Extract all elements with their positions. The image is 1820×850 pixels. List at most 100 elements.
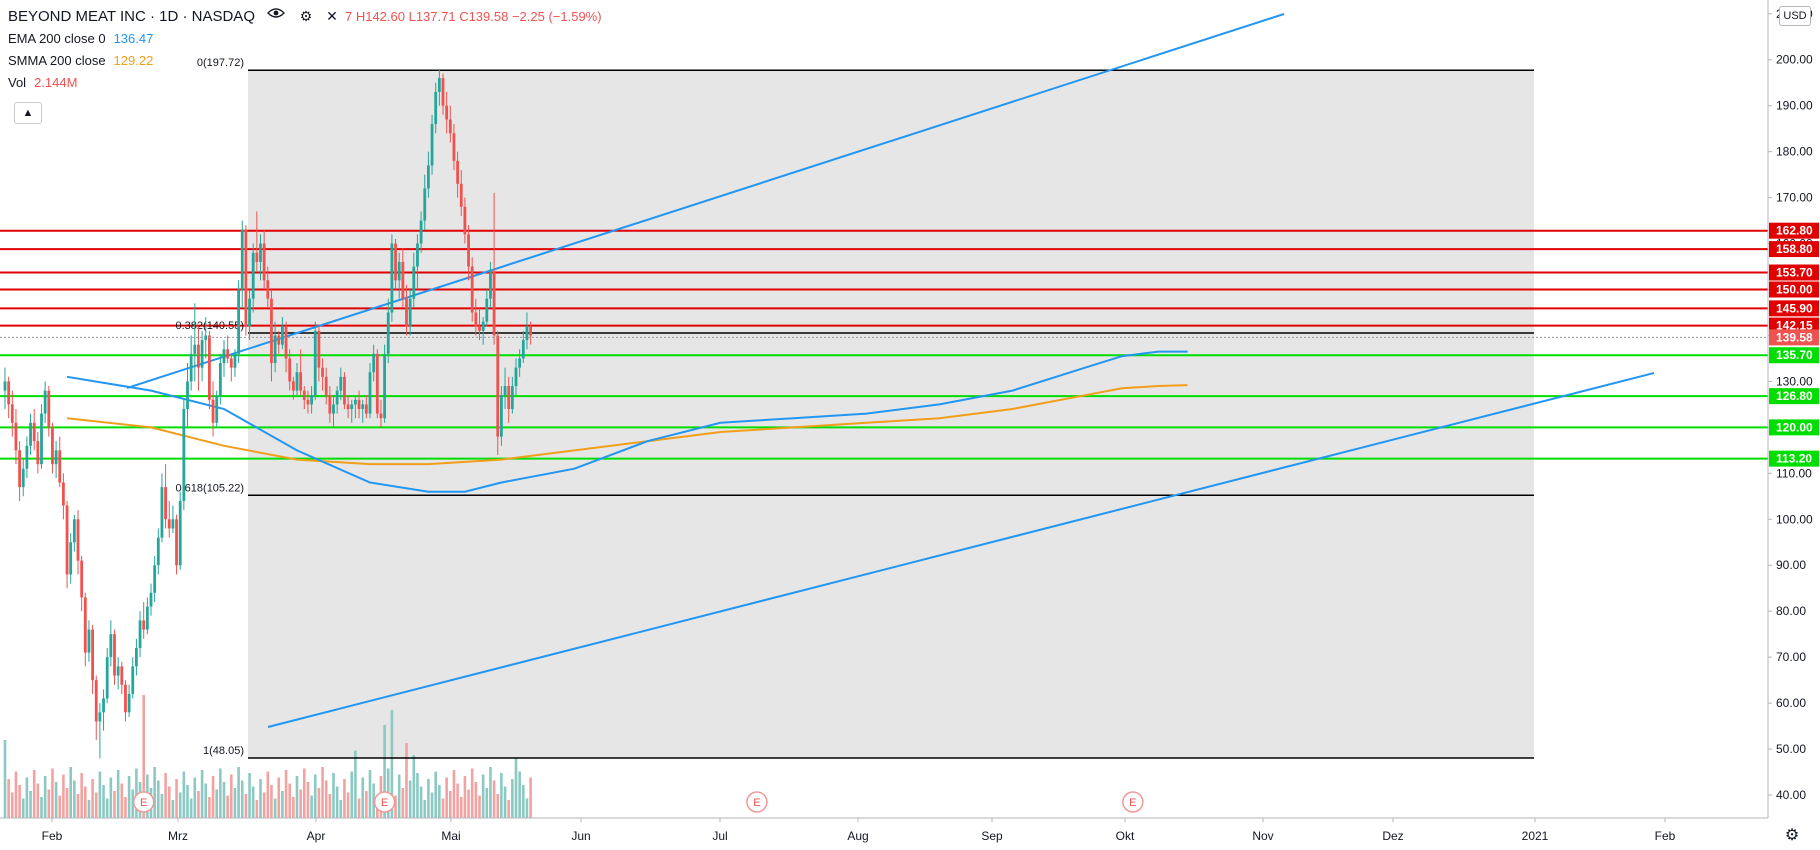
volume-bar [459, 797, 463, 818]
volume-bar [32, 770, 36, 818]
eye-icon[interactable] [265, 7, 287, 25]
candle-body [427, 165, 430, 189]
earnings-marker [1122, 791, 1144, 813]
price-tick-label: 110.00 [1776, 466, 1812, 480]
smma-label[interactable]: SMMA 200 close [8, 53, 106, 68]
candle-body [521, 340, 525, 359]
volume-bar [317, 788, 321, 818]
time-tick-label: Dez [1382, 829, 1403, 843]
time-axis [0, 818, 1820, 850]
candle-body [142, 620, 146, 630]
ohlc-values: 7 H142.60 L137.71 C139.58 −2.25 (−1.59%) [344, 8, 602, 24]
price-tick-label: 60.00 [1776, 696, 1806, 710]
volume-bar [65, 788, 69, 818]
resistance-badge-text: 162.80 [1776, 224, 1813, 238]
symbol-title[interactable]: BEYOND MEAT INC · 1D · NASDAQ [8, 7, 255, 25]
ema-label[interactable]: EMA 200 close 0 [8, 31, 106, 46]
candle-body [3, 381, 7, 391]
resistance-badge [1769, 300, 1819, 317]
candle-body [36, 441, 40, 465]
volume-bar [310, 795, 313, 818]
candle-body [156, 537, 160, 566]
candle-body [332, 404, 335, 414]
volume-bar [233, 788, 237, 818]
price-tick-label: 130.00 [1776, 374, 1813, 388]
candle-body [233, 353, 237, 368]
settings-gear-icon[interactable]: ⚙ [1784, 827, 1800, 844]
candle-body [445, 105, 449, 120]
volume-bar [62, 774, 65, 818]
volume-bar [394, 795, 397, 818]
candle-body [18, 450, 21, 488]
candle-body [10, 404, 14, 423]
last-price-badge [1769, 329, 1819, 346]
vol-label[interactable]: Vol [8, 75, 27, 90]
candle-body [350, 404, 354, 409]
candle-body [211, 399, 215, 423]
candle-body [514, 367, 518, 387]
candle-body [266, 280, 270, 299]
volume-bar [419, 786, 423, 818]
volume-bar [372, 783, 375, 818]
candle-body [503, 386, 507, 396]
candle-body [500, 395, 503, 437]
volume-bar [11, 792, 14, 818]
candle-body [25, 445, 29, 469]
candle-body [456, 160, 459, 184]
candle-body [153, 565, 157, 593]
candle-body [496, 335, 500, 437]
candle-body [175, 519, 178, 566]
time-tick-label: Nov [1252, 829, 1273, 843]
volume-bar [178, 792, 182, 818]
volume-bar [84, 786, 87, 818]
earnings-marker [746, 791, 768, 813]
volume-bar [21, 798, 25, 818]
candle-body [277, 335, 281, 345]
candle-body [248, 298, 251, 327]
volume-bar [423, 800, 427, 818]
candle-body [343, 376, 346, 405]
candle-body [87, 629, 91, 653]
volume-bar [339, 800, 343, 818]
candle-body [408, 298, 412, 327]
collapse-legend-button[interactable]: ▲ [14, 102, 42, 124]
volume-bar [481, 774, 485, 818]
volume-bar [361, 777, 364, 818]
volume-bar [69, 767, 72, 818]
volume-bar [332, 773, 335, 818]
candle-body [240, 229, 244, 290]
candle-body [160, 487, 164, 538]
gear-icon[interactable]: ⚙ [299, 7, 313, 24]
fib-level-label: 0.382(140.55) [176, 320, 245, 332]
currency-button[interactable]: USD [1779, 6, 1811, 26]
volume-bar [244, 794, 248, 818]
earnings-marker [132, 791, 155, 813]
candle-body [302, 390, 306, 400]
volume-bar [430, 792, 434, 818]
support-badge-text: 135.70 [1776, 348, 1813, 362]
volume-bar [127, 776, 131, 818]
support-badge [1769, 388, 1819, 405]
volume-bar [284, 770, 288, 818]
candle-body [430, 124, 434, 166]
candle-body [197, 344, 200, 368]
volume-bar [208, 797, 211, 818]
volume-bar [135, 768, 138, 818]
close-icon[interactable]: ✕ [326, 7, 338, 24]
vol-legend-row: Vol 2.144M [8, 72, 602, 94]
volume-bar [321, 767, 324, 818]
volume-bar [295, 776, 299, 818]
volume-bar [248, 773, 251, 818]
volume-bar [303, 768, 306, 818]
resistance-badge [1769, 241, 1819, 258]
time-tick-label: Feb [1655, 829, 1676, 843]
candle-body [299, 372, 303, 391]
candle-body [281, 326, 284, 345]
candle-body [270, 298, 273, 364]
volume-bar [346, 792, 350, 818]
volume-bar [354, 750, 357, 818]
lower-trendline [267, 372, 1655, 728]
volume-bar [105, 798, 109, 818]
